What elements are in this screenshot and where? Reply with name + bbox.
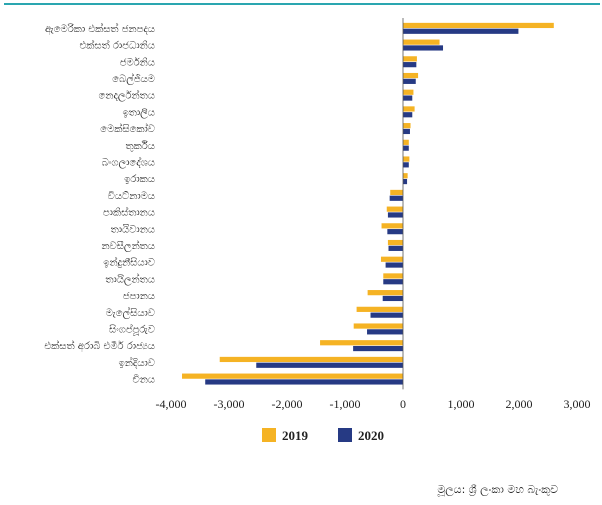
bar-2019 [390,189,403,196]
category-label: තායිවානය [111,224,155,235]
bar-2019 [403,89,414,95]
category-label: එක්සත් රාජධානිය [80,38,156,51]
category-label: වියට්නාමය [108,190,155,202]
category-label: මෙක්සිකෝව [100,122,155,135]
bar-2020 [389,195,403,201]
bar-2019 [182,373,403,379]
category-label: ඉන්දුනීසියාව [103,256,155,269]
bar-2020 [353,345,403,352]
category-label: පාකිස්තානය [103,205,155,218]
bar-2020 [403,112,413,118]
bar-2019 [353,323,403,329]
bar-2020 [367,329,403,335]
legend-swatch-2019 [262,428,276,442]
bar-2019 [403,56,417,62]
bar-2020 [403,128,410,135]
bar-2020 [403,62,417,68]
bar-2020 [256,362,403,368]
bar-2020 [370,312,403,318]
bar-2020 [403,162,409,168]
category-label: බංගලාදේශය [102,155,155,168]
bar-2020 [403,78,416,84]
legend-label-2019: 2019 [282,428,309,443]
bar-2020 [382,295,403,302]
top-rule [4,3,600,5]
bar-2020 [388,245,403,251]
x-tick-label: 0 [400,397,406,411]
bar-2020 [403,145,409,151]
category-label: සිංගප්පූරුව [109,322,155,335]
category-label: නවසීලන්තය [101,239,155,252]
x-tick-label: 2,000 [506,397,533,411]
bar-2019 [403,39,440,45]
legend-label-2020: 2020 [358,428,384,443]
bar-2019 [386,206,403,212]
category-label: මැලේසියාව [106,306,155,319]
bar-2019 [367,290,403,296]
bar-2019 [320,340,403,346]
x-tick-label: -2,000 [272,397,303,411]
bar-2019 [403,139,409,145]
bar-2019 [219,356,403,363]
bar-2019 [403,156,410,162]
category-label: චීනය [133,375,156,386]
bar-2020 [205,379,403,385]
bar-2020 [383,279,403,285]
bar-2020 [403,28,519,34]
category-label: තායිලන්තය [105,272,155,285]
bar-2020 [403,45,444,51]
bar-2019 [356,306,403,312]
category-label: ජපානය [123,291,155,302]
category-label: නෙදර්ලන්තය [99,89,155,102]
bar-2019 [403,173,408,179]
legend-swatch-2020 [338,428,352,442]
bar-2019 [383,273,403,279]
bar-2019 [387,239,403,246]
category-label: බෙල්ජියම [112,72,155,85]
source-note: මූලය: ශ්‍රී ලංකා මහ බැංකුව [437,483,558,496]
x-tick-label: 1,000 [448,397,475,411]
category-label: ඉරාකය [124,173,155,185]
bar-2020 [403,178,408,185]
bar-2019 [381,223,403,229]
category-label: තුර්කිය [126,140,155,152]
bar-2020 [403,95,413,101]
bar-2020 [387,212,403,218]
category-label: ඇමෙරිකා එක්සත් ජනපදය [45,22,155,35]
bar-2019 [403,123,411,129]
x-tick-label: -4,000 [156,397,187,411]
bar-2019 [403,106,415,112]
bar-2019 [380,256,403,262]
bar-2020 [385,262,403,268]
category-label: ජර්මනිය [120,56,155,68]
x-tick-label: 3,000 [564,397,591,411]
category-label: ඉන්දියාව [119,356,156,369]
bar-2019 [403,22,554,29]
x-tick-label: -1,000 [330,397,361,411]
bar-2020 [387,229,403,235]
category-label: එක්සත් අරාබි එමීර් රාජ්‍යය [44,339,155,352]
category-label: ඉතාලිය [123,107,156,118]
x-tick-label: -3,000 [214,397,245,411]
bar-2019 [403,72,419,79]
